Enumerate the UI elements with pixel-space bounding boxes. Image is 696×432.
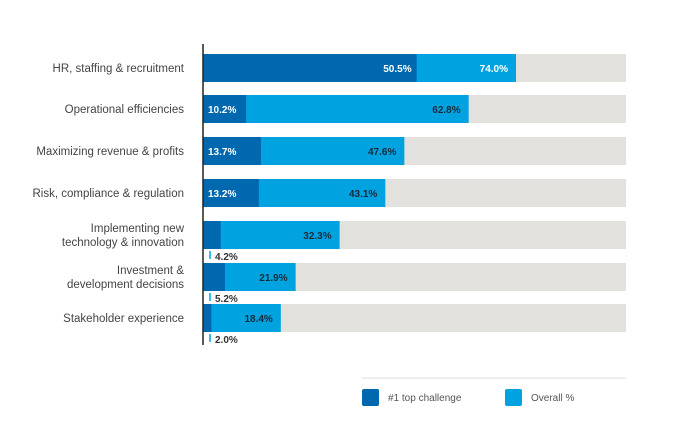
legend-label: #1 top challenge <box>388 393 462 404</box>
category-label: Risk, compliance & regulation <box>33 188 185 200</box>
data-label-top: 2.0% <box>215 335 238 346</box>
data-label-overall: 62.8% <box>432 105 460 116</box>
bar-overall <box>203 221 340 249</box>
bar-top-challenge <box>203 263 225 291</box>
bar-overall <box>203 95 469 123</box>
category-label: Operational efficiencies <box>65 104 185 116</box>
bar-top-challenge <box>203 54 417 82</box>
category-label: technology & innovation <box>62 237 184 249</box>
category-label: development decisions <box>67 279 184 291</box>
category-label: Implementing new <box>91 223 185 235</box>
bar-top-challenge <box>203 179 259 207</box>
data-label-overall: 21.9% <box>259 273 287 284</box>
legend-swatch <box>362 389 379 406</box>
category-label: HR, staffing & recruitment <box>53 63 185 75</box>
data-label-overall: 43.1% <box>349 189 377 200</box>
data-label-top: 10.2% <box>208 105 236 116</box>
bar-top-challenge <box>203 304 212 332</box>
bar-top-challenge <box>203 221 221 249</box>
bar-top-challenge <box>203 95 247 123</box>
data-label-overall: 74.0% <box>480 64 508 75</box>
bar-overall <box>203 304 281 332</box>
data-label-overall: 32.3% <box>303 231 331 242</box>
category-label: Maximizing revenue & profits <box>36 146 184 158</box>
data-label-overall: 47.6% <box>368 147 396 158</box>
bar-top-challenge <box>203 137 261 165</box>
data-label-top: 50.5% <box>383 64 411 75</box>
data-label-overall: 18.4% <box>244 314 272 325</box>
data-label-top: 13.2% <box>208 189 236 200</box>
data-label-top: 4.2% <box>215 252 238 263</box>
legend-swatch <box>505 389 522 406</box>
data-label-top: 13.7% <box>208 147 236 158</box>
data-label-top: 5.2% <box>215 294 238 305</box>
category-label: Investment & <box>117 265 184 277</box>
legend-label: Overall % <box>531 393 574 404</box>
category-label: Stakeholder experience <box>63 313 184 325</box>
